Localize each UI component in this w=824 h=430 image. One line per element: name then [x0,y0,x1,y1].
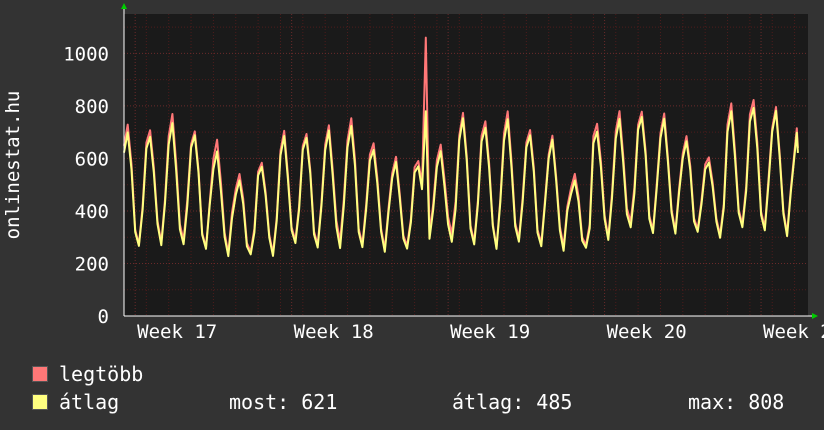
stat-current: most: 621 [229,390,338,414]
series-atlag-line [123,106,799,258]
y-tick-label: 1000 [63,43,109,65]
stat-maximum: max: 808 [688,390,785,414]
legend-row-avg: átlag most: 621 átlag: 485 max: 808 [32,391,802,413]
y-axis-label: onlinestat.hu [2,90,24,240]
line-chart: 0 200 400 600 800 1000 Week 17 Week 18 Week 19 We… [63,3,824,343]
x-tick-label: Week 17 [137,321,217,343]
x-tick-label: Week 19 [450,321,530,343]
y-tick-label: 800 [75,96,109,118]
y-tick-label: 200 [75,253,109,275]
stat-average: átlag: 485 [452,390,573,414]
legend-row-max: legtöbb [32,363,332,385]
y-tick-label: 400 [75,201,109,223]
x-tick-label: Week 20 [607,321,687,343]
y-tick-label: 600 [75,148,109,170]
legend-swatch-avg [32,394,48,410]
y-tick-label: 0 [98,306,109,328]
x-axis-arrow [812,313,818,319]
legend-label-max: legtöbb [59,362,144,386]
legend-swatch-max [32,366,48,382]
y-axis-label-wrap: onlinestat.hu [0,0,26,330]
x-tick-label: Week 21 [763,321,824,343]
x-tick-label: Week 18 [294,321,374,343]
y-axis-arrow [121,3,127,9]
legend-label-avg: átlag [59,390,120,414]
